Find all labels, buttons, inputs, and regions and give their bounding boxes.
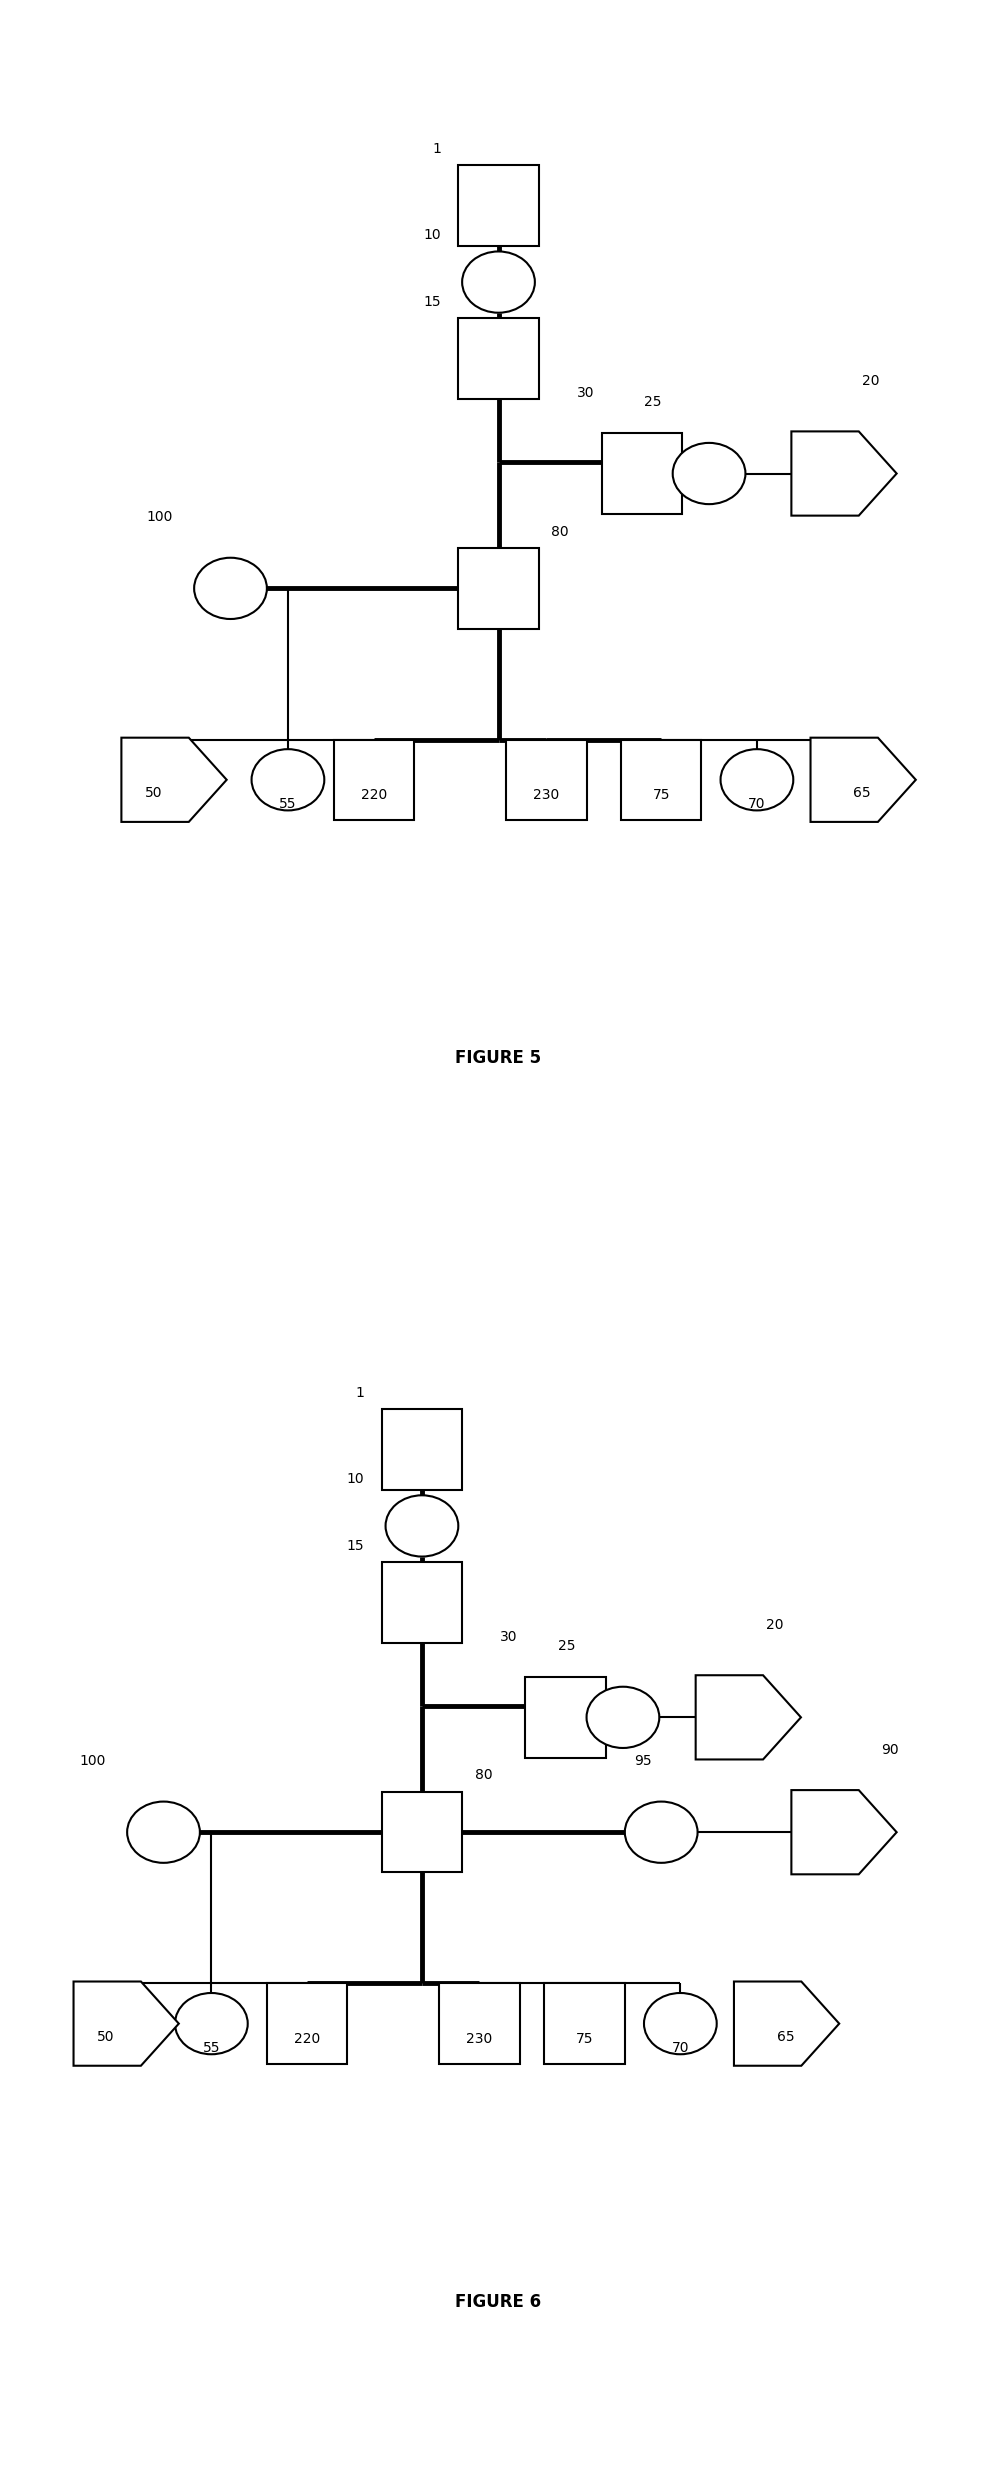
Text: 80: 80 (551, 525, 568, 538)
Text: 25: 25 (557, 1640, 575, 1653)
Text: 30: 30 (576, 387, 594, 399)
Text: 30: 30 (500, 1631, 517, 1643)
Polygon shape (696, 1675, 801, 1759)
FancyBboxPatch shape (382, 1792, 463, 1873)
Ellipse shape (586, 1688, 659, 1747)
Text: 90: 90 (881, 1742, 899, 1757)
FancyBboxPatch shape (459, 548, 538, 629)
Ellipse shape (644, 1992, 717, 2054)
Text: 100: 100 (147, 510, 173, 525)
Text: 65: 65 (853, 786, 871, 800)
FancyBboxPatch shape (334, 738, 415, 820)
Ellipse shape (175, 1992, 247, 2054)
Text: 220: 220 (294, 2032, 320, 2047)
Text: 1: 1 (356, 1385, 365, 1400)
Polygon shape (122, 738, 226, 823)
FancyBboxPatch shape (621, 738, 702, 820)
Text: 230: 230 (533, 788, 559, 803)
Text: 55: 55 (202, 2042, 220, 2054)
Text: FIGURE 5: FIGURE 5 (456, 1048, 541, 1068)
Text: 70: 70 (672, 2042, 689, 2054)
FancyBboxPatch shape (544, 1982, 625, 2064)
FancyBboxPatch shape (382, 1561, 463, 1643)
Ellipse shape (721, 748, 794, 810)
Text: 20: 20 (862, 374, 879, 389)
Text: 50: 50 (98, 2029, 115, 2044)
Text: 10: 10 (424, 228, 441, 243)
Text: 80: 80 (475, 1769, 493, 1782)
Polygon shape (811, 738, 916, 823)
FancyBboxPatch shape (602, 434, 682, 513)
Ellipse shape (625, 1802, 698, 1863)
Text: 65: 65 (777, 2029, 795, 2044)
Text: 75: 75 (652, 788, 670, 803)
Text: 75: 75 (576, 2032, 593, 2047)
Text: 55: 55 (279, 798, 297, 810)
Text: 230: 230 (467, 2032, 493, 2047)
Ellipse shape (386, 1494, 459, 1556)
Text: 70: 70 (748, 798, 766, 810)
Text: 50: 50 (146, 786, 163, 800)
Text: 100: 100 (80, 1754, 106, 1769)
FancyBboxPatch shape (525, 1678, 606, 1757)
Text: 95: 95 (634, 1754, 652, 1769)
Text: 20: 20 (767, 1618, 784, 1633)
Polygon shape (734, 1982, 839, 2067)
Text: 1: 1 (432, 141, 441, 156)
FancyBboxPatch shape (382, 1410, 463, 1489)
Ellipse shape (673, 444, 746, 503)
Ellipse shape (194, 558, 267, 620)
Text: 220: 220 (361, 788, 387, 803)
Text: 15: 15 (347, 1539, 365, 1554)
FancyBboxPatch shape (459, 166, 538, 245)
Polygon shape (74, 1982, 178, 2067)
Ellipse shape (128, 1802, 199, 1863)
Polygon shape (792, 1789, 896, 1873)
Ellipse shape (251, 748, 324, 810)
FancyBboxPatch shape (506, 738, 586, 820)
FancyBboxPatch shape (267, 1982, 347, 2064)
FancyBboxPatch shape (459, 320, 538, 399)
Text: 25: 25 (644, 396, 661, 409)
Polygon shape (792, 431, 896, 515)
Text: FIGURE 6: FIGURE 6 (456, 2292, 541, 2312)
FancyBboxPatch shape (439, 1982, 519, 2064)
Text: 10: 10 (347, 1472, 365, 1487)
Ellipse shape (463, 250, 534, 312)
Text: 15: 15 (424, 295, 441, 310)
